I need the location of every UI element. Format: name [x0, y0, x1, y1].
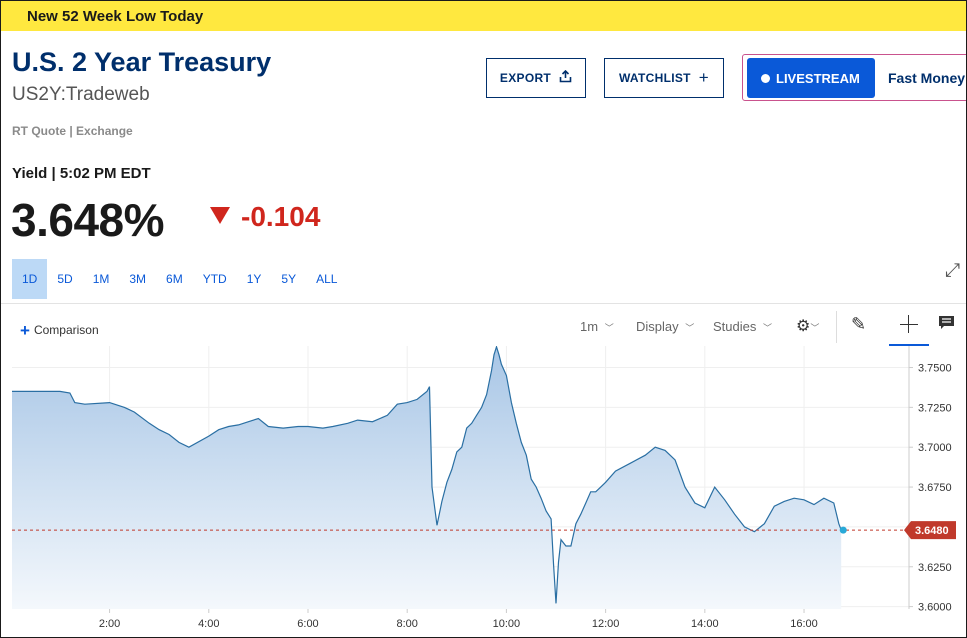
chevron-down-icon: ﹀ [763, 323, 773, 333]
display-label: Display [636, 319, 679, 334]
tab-1m[interactable]: 1M [92, 272, 110, 286]
studies-label: Studies [713, 319, 757, 334]
tab-5y[interactable]: 5Y [281, 272, 297, 286]
y-tick-label: 3.7000 [918, 442, 952, 454]
quote-symbol: US2Y:Tradeweb [12, 84, 150, 105]
quote-source-note: RT Quote | Exchange [12, 124, 133, 138]
export-icon [559, 68, 572, 88]
y-tick-label: 3.6000 [918, 602, 952, 614]
comparison-label: Comparison [33, 323, 99, 337]
y-tick-label: 3.7250 [918, 402, 952, 414]
pencil-icon[interactable]: ✎ [851, 314, 867, 334]
expand-icon[interactable]: ⤢ [945, 260, 961, 281]
livestream-label: LIVESTREAM [776, 70, 860, 86]
display-dropdown[interactable]: Display ﹀ [636, 319, 694, 334]
down-arrow-icon [210, 207, 230, 224]
livestream-widget: LIVESTREAM Fast Money [742, 54, 966, 101]
yield-chart[interactable]: 3.75003.72503.70003.67503.65003.62503.60… [1, 346, 966, 636]
studies-dropdown[interactable]: Studies ﹀ [713, 319, 772, 334]
interval-dropdown[interactable]: 1m ﹀ [580, 319, 614, 334]
plus-icon: + [698, 68, 710, 87]
toolbar-divider [836, 311, 837, 343]
tab-all[interactable]: ALL [316, 272, 338, 286]
live-dot-icon [761, 73, 770, 83]
x-tick-label: 4:00 [198, 618, 219, 630]
comparison-plus-icon: + [20, 321, 30, 340]
interval-label: 1m [580, 319, 599, 334]
chart-series-line [12, 346, 842, 604]
y-tick-label: 3.7500 [918, 363, 952, 375]
comparison-button[interactable]: + Comparison [20, 321, 99, 341]
comment-icon[interactable] [938, 315, 955, 334]
new-low-banner: New 52 Week Low Today [1, 1, 966, 31]
export-button-label: EXPORT [499, 71, 552, 85]
watchlist-button-label: WATCHLIST [618, 71, 691, 85]
y-tick-label: 3.6250 [918, 562, 952, 574]
x-tick-label: 8:00 [396, 618, 417, 630]
tab-5d[interactable]: 5D [57, 272, 73, 286]
x-tick-label: 16:00 [790, 618, 818, 630]
watchlist-button[interactable]: WATCHLIST + [604, 58, 724, 98]
yield-timestamp: Yield | 5:02 PM EDT [12, 165, 151, 182]
page-title: U.S. 2 Year Treasury [12, 47, 272, 77]
tab-1d[interactable]: 1D [12, 259, 48, 299]
y-axis: 3.75003.72503.70003.67503.65003.62503.60… [909, 363, 952, 614]
gear-icon[interactable]: ⚙﹀ [796, 318, 820, 335]
last-value-badge-bg [904, 521, 956, 540]
last-value-marker [839, 526, 847, 534]
y-tick-label: 3.6750 [918, 482, 952, 494]
last-value-badge: 3.6480 [904, 521, 956, 540]
livestream-button[interactable]: LIVESTREAM [747, 58, 875, 98]
x-tick-label: 10:00 [493, 618, 521, 630]
chart-area-fill [12, 346, 842, 609]
tab-3m[interactable]: 3M [129, 272, 147, 286]
export-button[interactable]: EXPORT [486, 58, 586, 98]
x-tick-label: 6:00 [297, 618, 318, 630]
range-tabs: 1D 5D 1M 3M 6M YTD 1Y 5Y ALL [12, 259, 347, 299]
livestream-show-link[interactable]: Fast Money [888, 70, 966, 86]
x-tick-label: 14:00 [691, 618, 719, 630]
chevron-down-icon: ﹀ [685, 323, 695, 333]
quote-change: -0.104 [241, 201, 321, 232]
divider [1, 303, 966, 304]
tab-ytd[interactable]: YTD [202, 272, 227, 286]
quote-price: 3.648% [11, 194, 165, 246]
banner-text: New 52 Week Low Today [27, 8, 204, 25]
x-axis: 2:00 4:00 6:00 8:00 10:00 12:00 14:00 16:00 [99, 609, 818, 630]
crosshair-icon[interactable] [889, 307, 929, 346]
tab-1y[interactable]: 1Y [246, 272, 262, 286]
chevron-down-icon: ﹀ [604, 323, 614, 333]
x-tick-label: 2:00 [99, 618, 120, 630]
x-tick-label: 12:00 [592, 618, 620, 630]
tab-6m[interactable]: 6M [166, 272, 183, 286]
last-value-label: 3.6480 [915, 525, 949, 537]
